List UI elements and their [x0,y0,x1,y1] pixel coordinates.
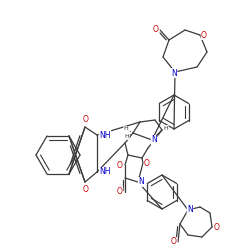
Text: O: O [201,30,207,40]
Text: O: O [214,222,220,232]
Text: O: O [83,186,89,194]
Text: O: O [117,160,123,170]
Text: H: H [124,134,130,140]
Text: O: O [117,188,123,196]
Text: O: O [153,26,159,35]
Text: N: N [138,178,144,186]
Text: H: H [124,126,128,132]
Text: O: O [171,238,177,246]
Text: H: H [164,126,168,130]
Text: N: N [187,206,193,214]
Text: NH: NH [99,130,111,140]
Text: N: N [171,68,177,78]
Text: NH: NH [99,168,111,176]
Text: O: O [83,116,89,124]
Text: O: O [144,158,150,168]
Text: N: N [151,136,157,144]
